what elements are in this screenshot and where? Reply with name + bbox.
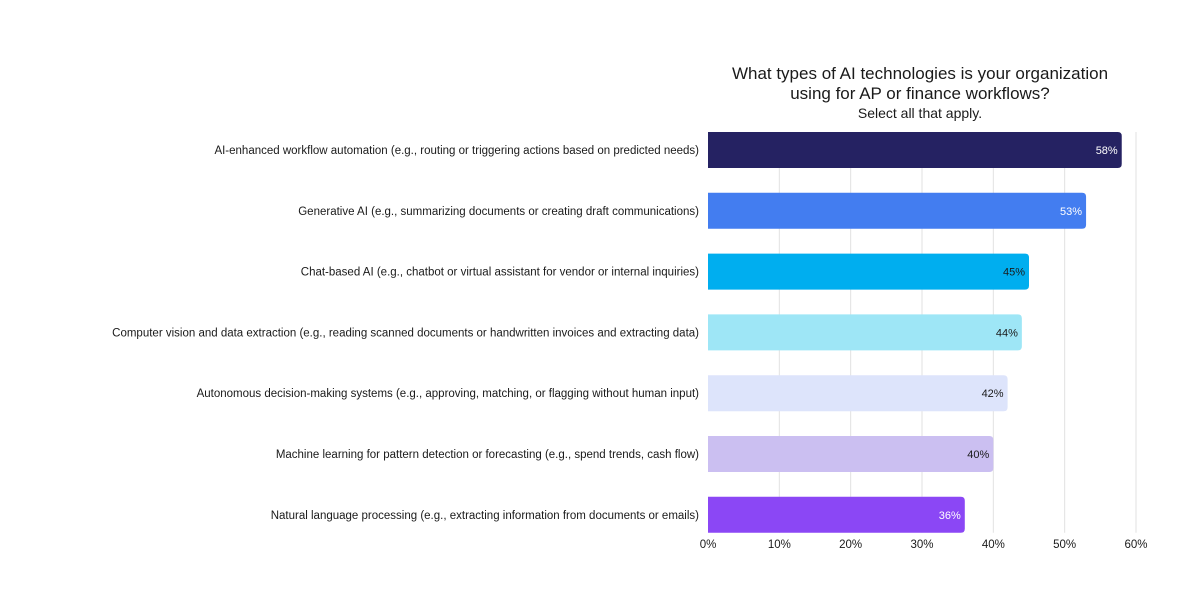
- bar-value-label: 45%: [1003, 267, 1025, 279]
- bar-value-label: 42%: [982, 388, 1004, 400]
- bar-value-label: 40%: [967, 449, 989, 461]
- chart-subtitle: Select all that apply.: [858, 105, 982, 121]
- chart-title-line-2: using for AP or finance workflows?: [790, 84, 1050, 103]
- bar-value-label: 36%: [939, 510, 961, 522]
- category-label: Computer vision and data extraction (e.g…: [112, 327, 699, 339]
- bar: [708, 314, 1022, 351]
- chart-title-line-1: What types of AI technologies is your or…: [732, 64, 1108, 83]
- category-labels: AI-enhanced workflow automation (e.g., r…: [112, 145, 699, 522]
- bar: [708, 496, 965, 533]
- category-label: Natural language processing (e.g., extra…: [271, 510, 699, 522]
- x-tick-label: 40%: [982, 539, 1005, 551]
- bars: 58% 53% 45% 44% 42% 40% 36%: [708, 132, 1122, 533]
- bar-value-label: 58%: [1096, 145, 1118, 157]
- x-tick-label: 20%: [839, 539, 862, 551]
- bar: [708, 375, 1008, 412]
- x-tick-label: 0%: [700, 539, 717, 551]
- x-tick-label: 10%: [768, 539, 791, 551]
- bar-value-label: 53%: [1060, 206, 1082, 218]
- category-label: AI-enhanced workflow automation (e.g., r…: [214, 145, 699, 157]
- x-tick-label: 30%: [910, 539, 933, 551]
- bar: [708, 436, 994, 472]
- bar: [708, 253, 1029, 290]
- category-label: Generative AI (e.g., summarizing documen…: [298, 206, 699, 218]
- category-label: Machine learning for pattern detection o…: [276, 449, 699, 461]
- x-tick-label: 50%: [1053, 539, 1076, 551]
- category-label: Autonomous decision-making systems (e.g.…: [197, 388, 700, 400]
- category-label: Chat-based AI (e.g., chatbot or virtual …: [301, 267, 699, 279]
- x-tick-label: 60%: [1124, 539, 1147, 551]
- chart-title: What types of AI technologies is your or…: [732, 64, 1108, 121]
- x-axis-ticks: 0% 10% 20% 30% 40% 50% 60%: [700, 539, 1148, 551]
- bar: [708, 132, 1122, 168]
- bar-value-label: 44%: [996, 327, 1018, 339]
- bar: [708, 192, 1087, 229]
